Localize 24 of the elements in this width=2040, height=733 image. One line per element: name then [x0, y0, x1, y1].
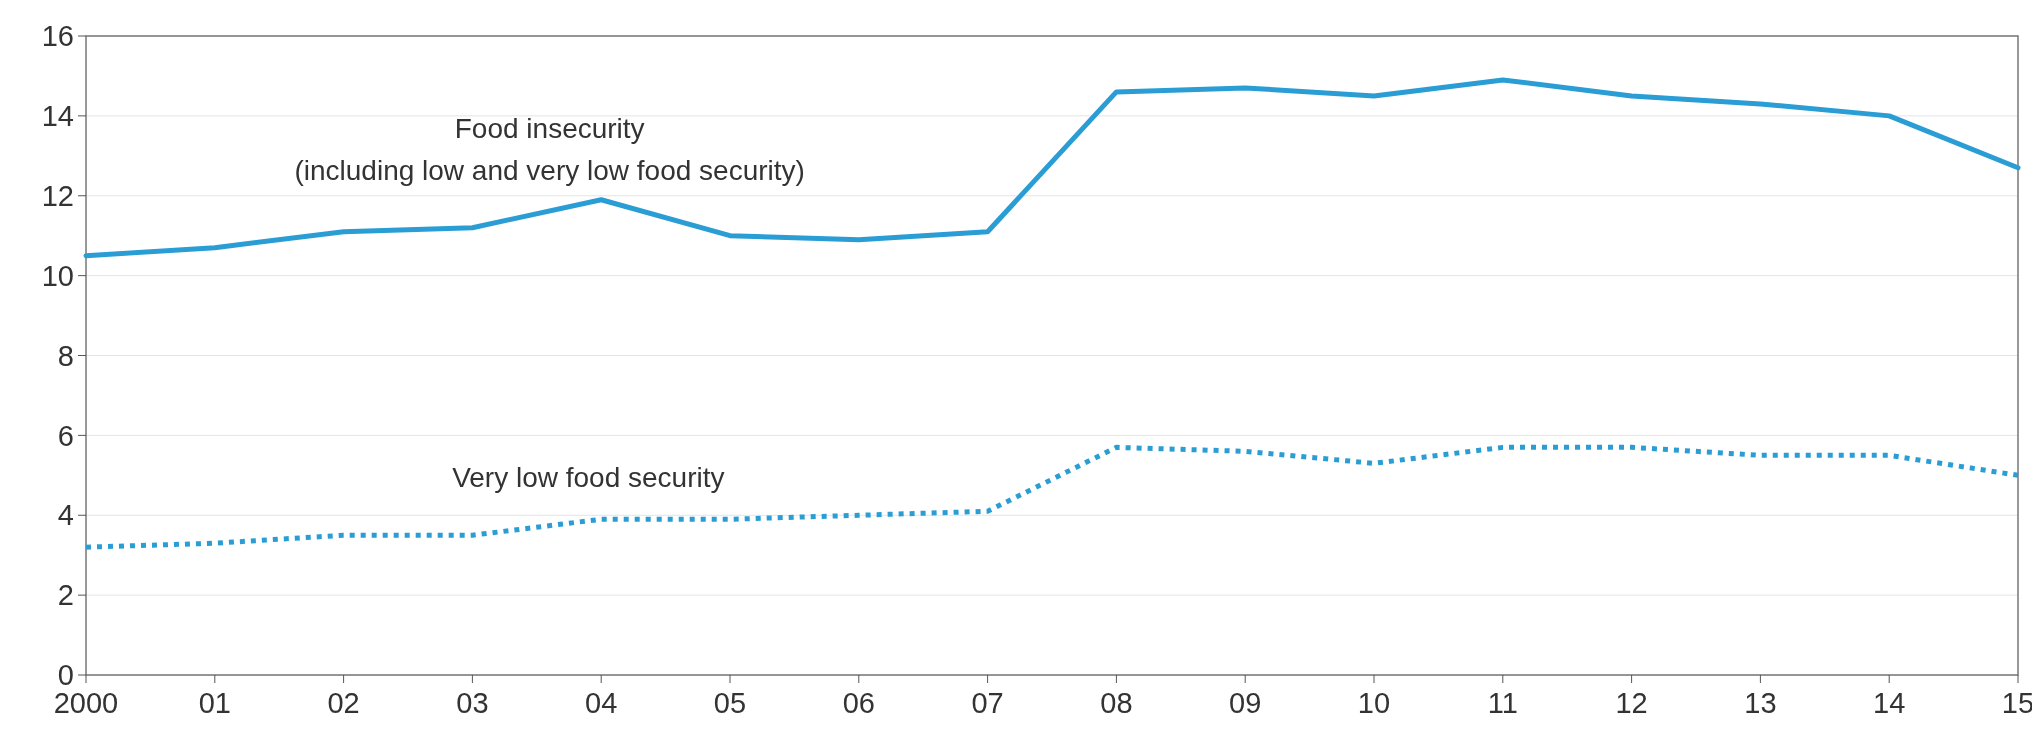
y-tick-label: 16: [41, 20, 74, 53]
x-tick-label: 05: [713, 687, 747, 719]
x-tick-label: 06: [842, 687, 875, 719]
series-label: Very low food security: [452, 462, 725, 494]
y-tick-label: 12: [41, 179, 74, 212]
x-tick-label: 08: [1100, 687, 1133, 719]
y-tick-label: 6: [57, 419, 74, 452]
x-tick-label: 04: [585, 687, 618, 719]
x-tick-label: 10: [1357, 687, 1391, 719]
y-tick-label: 2: [57, 579, 74, 612]
x-tick-label: 11: [1487, 687, 1518, 719]
y-tick-label: 14: [41, 100, 74, 133]
x-tick-label: 01: [198, 687, 231, 719]
y-tick-label: 8: [57, 339, 74, 372]
x-tick-label: 02: [327, 687, 360, 719]
x-tick-label: 09: [1229, 687, 1262, 719]
y-tick-label: 10: [41, 259, 74, 292]
x-tick-label: 14: [1873, 687, 1906, 719]
x-tick-label: 07: [971, 687, 1004, 719]
series-label: Food insecurity (including low and very low food security): [294, 112, 805, 186]
x-tick-label: 03: [456, 687, 489, 719]
y-tick-label: 4: [57, 499, 74, 532]
x-tick-label: 12: [1615, 687, 1648, 719]
x-tick-label: 13: [1744, 687, 1777, 719]
